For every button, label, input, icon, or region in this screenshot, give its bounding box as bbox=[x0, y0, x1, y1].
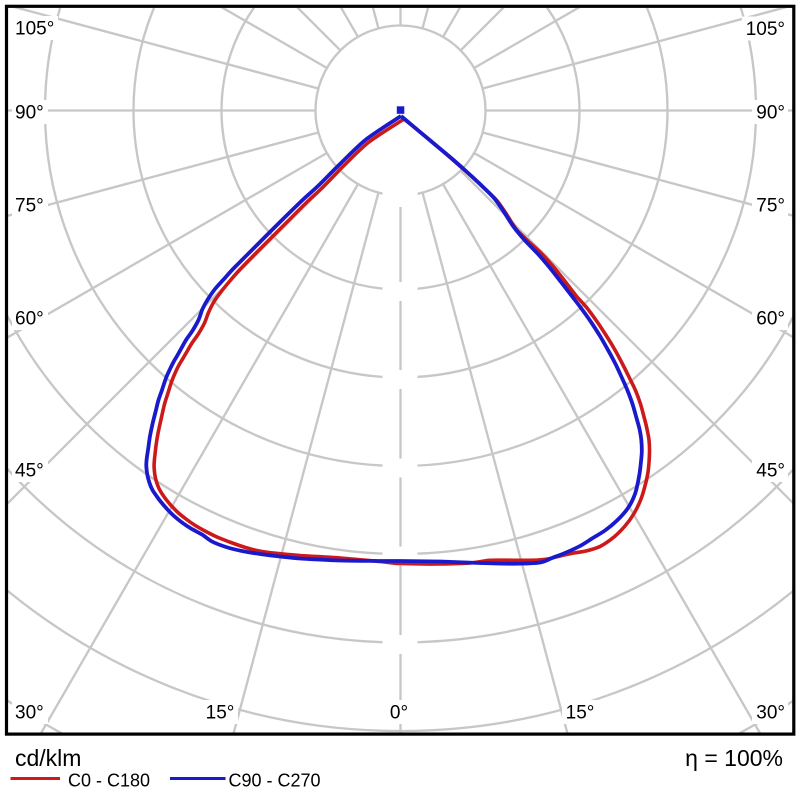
svg-text:105°: 105° bbox=[746, 19, 785, 40]
svg-text:60°: 60° bbox=[756, 309, 785, 330]
svg-text:C90 - C270: C90 - C270 bbox=[229, 771, 321, 791]
svg-text:0°: 0° bbox=[390, 703, 408, 724]
svg-text:cd/klm: cd/klm bbox=[15, 745, 81, 771]
svg-text:η = 100%: η = 100% bbox=[685, 745, 783, 771]
svg-text:30°: 30° bbox=[15, 703, 44, 724]
svg-text:90°: 90° bbox=[756, 103, 785, 124]
svg-text:45°: 45° bbox=[15, 461, 44, 482]
svg-text:105°: 105° bbox=[15, 19, 54, 40]
svg-text:15°: 15° bbox=[206, 703, 235, 724]
svg-text:15°: 15° bbox=[566, 703, 595, 724]
svg-text:45°: 45° bbox=[756, 461, 785, 482]
svg-text:60°: 60° bbox=[15, 309, 44, 330]
svg-text:30°: 30° bbox=[756, 703, 785, 724]
svg-text:75°: 75° bbox=[756, 196, 785, 217]
svg-text:90°: 90° bbox=[15, 103, 44, 124]
svg-text:75°: 75° bbox=[15, 196, 44, 217]
svg-text:C0 - C180: C0 - C180 bbox=[68, 771, 150, 791]
